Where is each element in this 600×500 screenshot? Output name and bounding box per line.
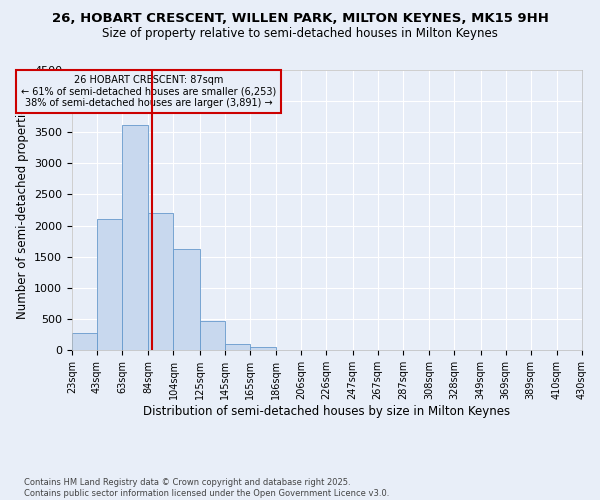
X-axis label: Distribution of semi-detached houses by size in Milton Keynes: Distribution of semi-detached houses by …	[143, 404, 511, 417]
Bar	[97, 220, 122, 350]
Bar	[173, 249, 200, 350]
Bar	[250, 346, 276, 350]
Y-axis label: Number of semi-detached properties: Number of semi-detached properties	[16, 100, 29, 320]
Bar	[225, 344, 250, 350]
Text: Size of property relative to semi-detached houses in Milton Keynes: Size of property relative to semi-detach…	[102, 28, 498, 40]
Text: 26, HOBART CRESCENT, WILLEN PARK, MILTON KEYNES, MK15 9HH: 26, HOBART CRESCENT, WILLEN PARK, MILTON…	[52, 12, 548, 26]
Bar	[148, 213, 173, 350]
Bar	[122, 125, 148, 350]
Text: 26 HOBART CRESCENT: 87sqm
← 61% of semi-detached houses are smaller (6,253)
38% : 26 HOBART CRESCENT: 87sqm ← 61% of semi-…	[21, 75, 276, 108]
Bar	[72, 332, 97, 350]
Text: Contains HM Land Registry data © Crown copyright and database right 2025.
Contai: Contains HM Land Registry data © Crown c…	[24, 478, 389, 498]
Bar	[200, 322, 225, 350]
